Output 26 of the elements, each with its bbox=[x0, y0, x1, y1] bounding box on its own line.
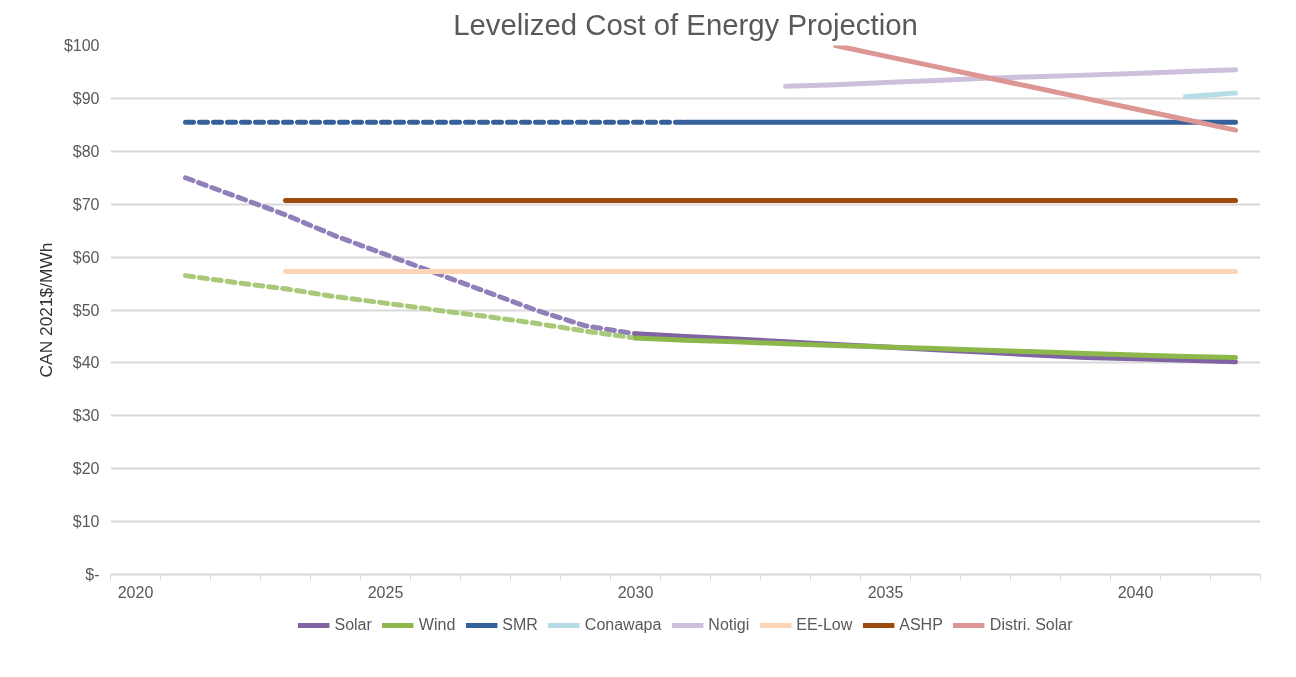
y-tick-label: $60 bbox=[72, 248, 100, 266]
y-tick-label: $40 bbox=[72, 354, 100, 372]
x-tick-label: 2030 bbox=[617, 583, 654, 601]
legend-label: Wind bbox=[418, 616, 456, 634]
legend-label: Conawapa bbox=[584, 616, 662, 634]
legend-label: EE-Low bbox=[796, 616, 853, 634]
x-tick-label: 2020 bbox=[117, 583, 154, 601]
y-tick-label: $- bbox=[85, 566, 100, 583]
y-tick-label: $30 bbox=[72, 407, 100, 425]
x-tick-label: 2025 bbox=[367, 583, 404, 601]
legend-label: Distri. Solar bbox=[989, 616, 1073, 634]
legend-label: SMR bbox=[502, 616, 538, 634]
y-tick-label: $20 bbox=[72, 460, 100, 478]
y-tick-label: $90 bbox=[72, 89, 100, 107]
y-tick-label: $80 bbox=[72, 142, 100, 160]
y-tick-label: $10 bbox=[72, 513, 100, 531]
x-tick-label: 2040 bbox=[1117, 583, 1154, 601]
chart-title: Levelized Cost of Energy Projection bbox=[453, 7, 918, 41]
y-tick-label: $100 bbox=[63, 37, 100, 54]
x-tick-label: 2035 bbox=[867, 583, 904, 601]
y-tick-label: $50 bbox=[72, 301, 100, 319]
legend-label: Notigi bbox=[708, 616, 750, 634]
y-tick-label: $70 bbox=[72, 195, 100, 213]
legend-label: ASHP bbox=[899, 616, 943, 634]
y-axis-title: CAN 2021$/MWh bbox=[35, 242, 56, 378]
legend-label: Solar bbox=[334, 616, 372, 634]
